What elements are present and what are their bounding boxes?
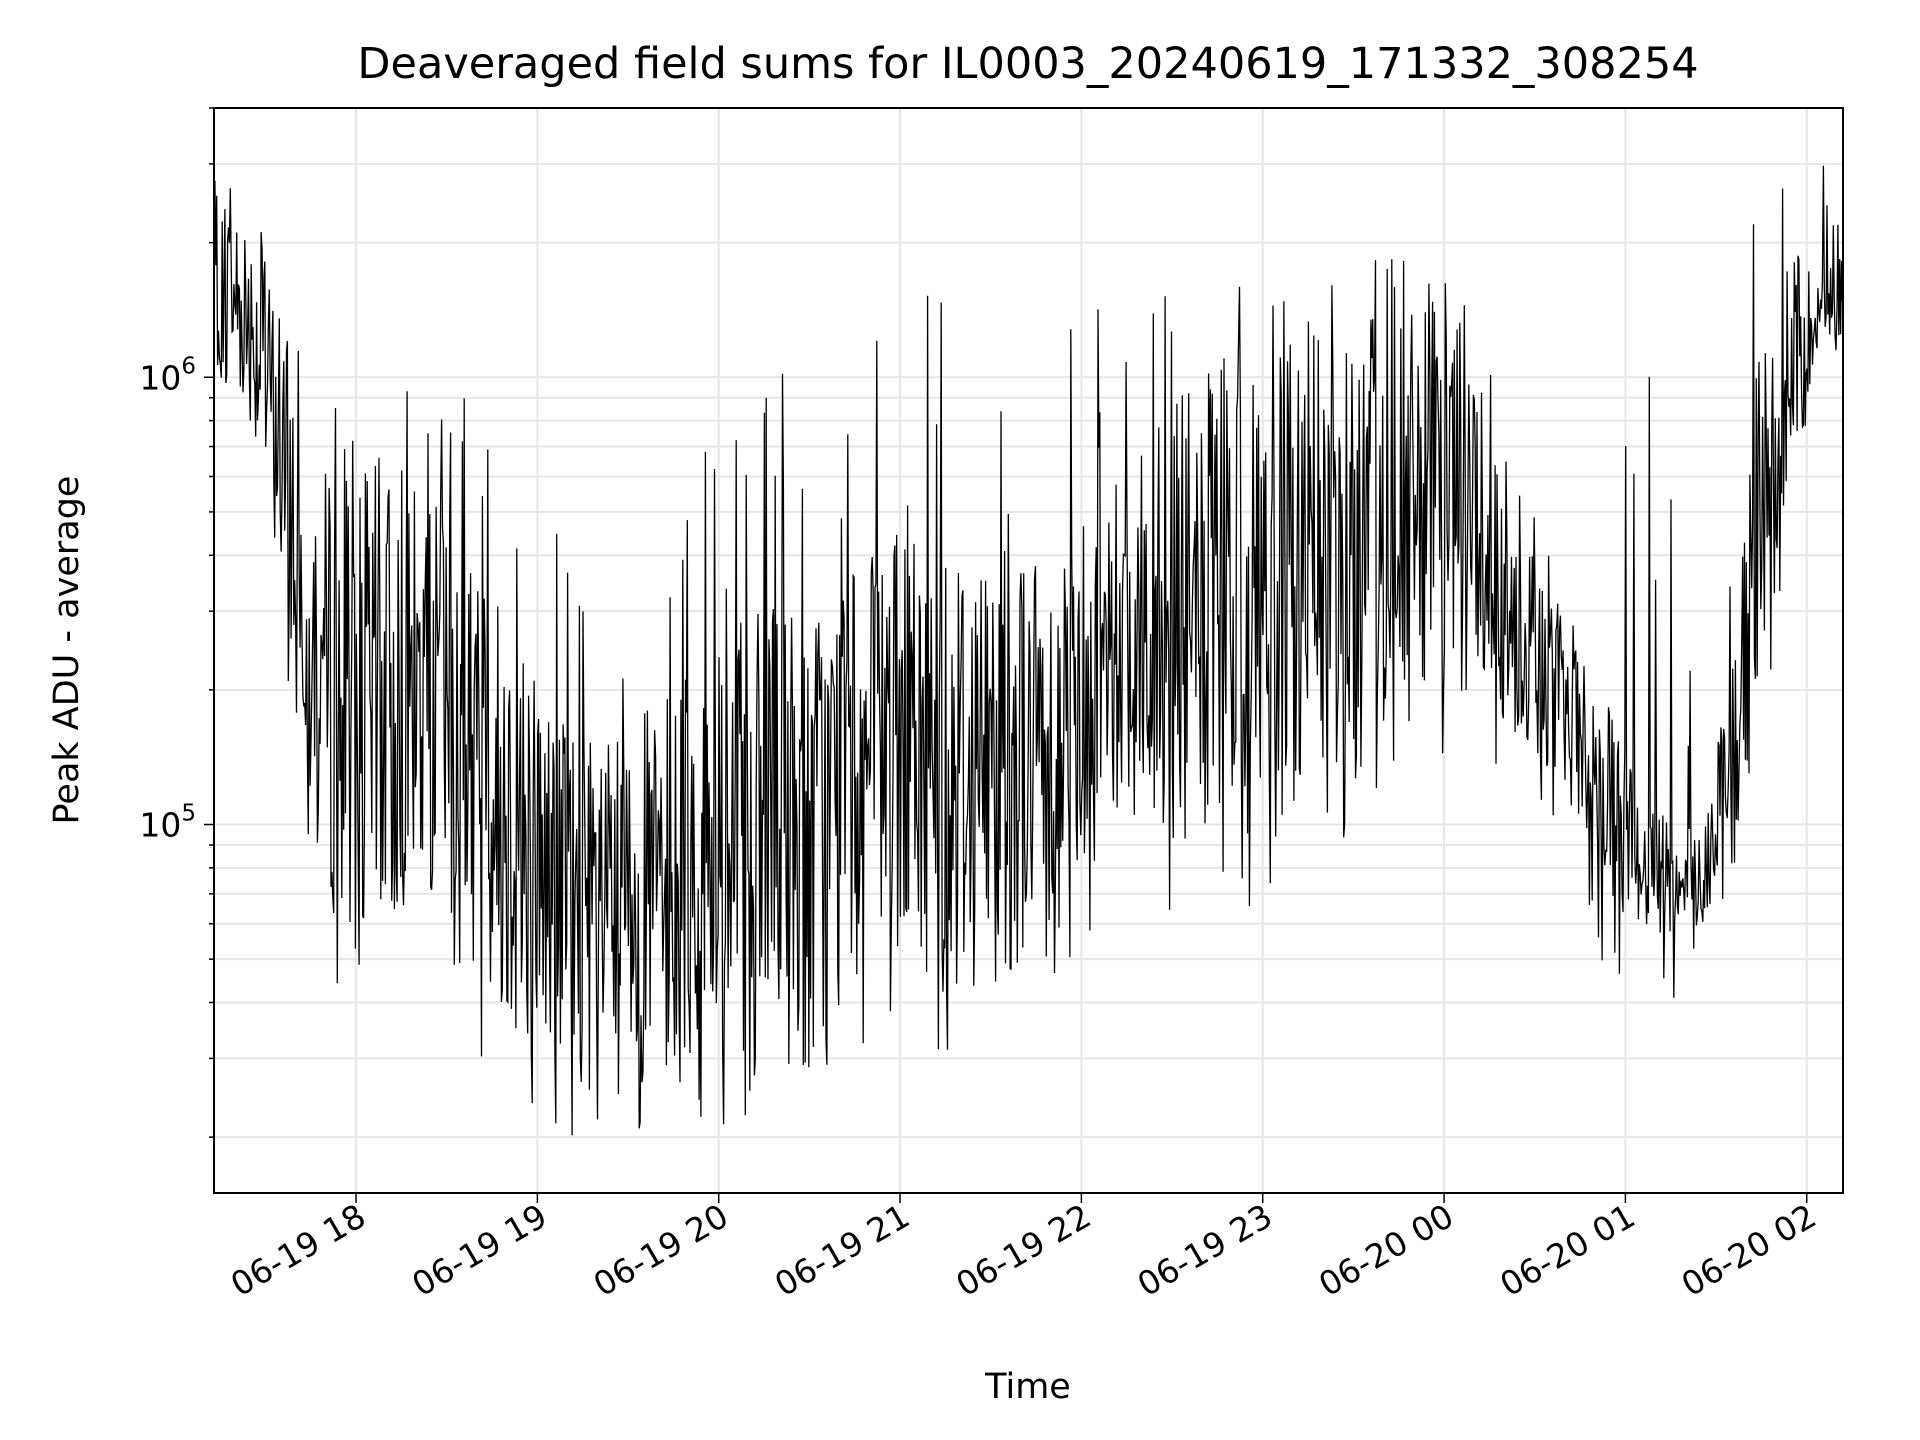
y-tick-label: 105: [139, 801, 196, 845]
plot-frame: [213, 107, 1844, 1194]
series-line-layer: [213, 165, 1844, 1136]
x-axis-label: Time: [984, 1367, 1071, 1407]
y-tick-label: 106: [139, 353, 196, 397]
series-line: [213, 165, 1844, 1136]
y-axis-label: Peak ADU - average: [47, 476, 87, 825]
chart-title: Deaveraged field sums for IL0003_2024061…: [357, 39, 1698, 89]
